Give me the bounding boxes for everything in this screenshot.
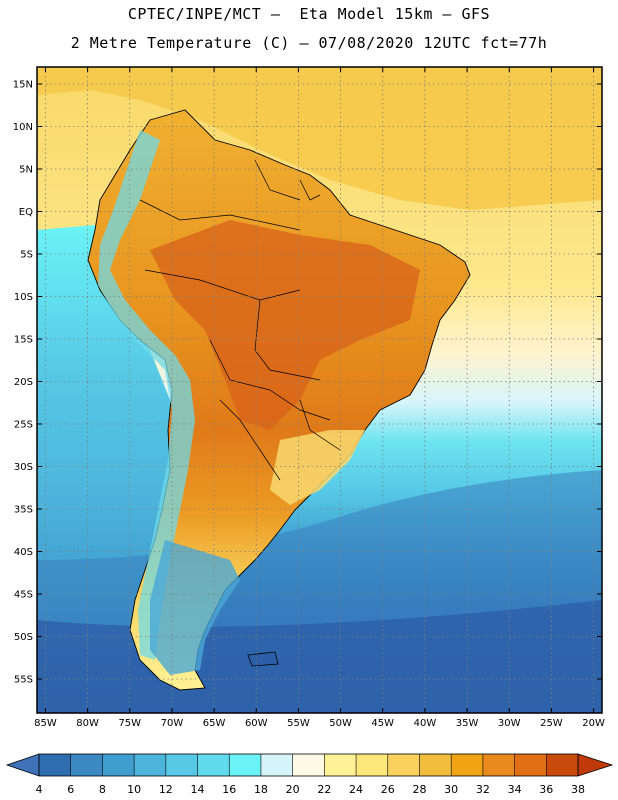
lon-tick-label: 70W	[161, 718, 184, 729]
lon-tick-label: 45W	[371, 718, 394, 729]
colorbar-swatch	[134, 754, 167, 776]
lat-tick-label: 45S	[14, 590, 33, 601]
colorbar-swatch	[292, 754, 325, 776]
axis-ticks	[37, 67, 602, 713]
map-field	[37, 67, 602, 713]
lat-tick-label: 35S	[14, 505, 33, 516]
lat-tick-label: 15N	[13, 80, 33, 91]
lon-tick-label: 35W	[456, 718, 479, 729]
colorbar-label: 10	[127, 783, 141, 796]
axis-labels: 15N 10N 5N EQ 5S 10S 15S 20S 25S 30S 35S 40S 45S 50S 5…	[13, 80, 605, 730]
colorbar-label: 18	[254, 783, 268, 796]
country-borders	[139, 159, 341, 481]
colorbar: 4 6 8 10 12 14 16 18 20 22 24 26 28 30 32 34 36 38	[5, 753, 614, 796]
colorbar-swatch	[102, 754, 135, 776]
lon-tick-label: 30W	[498, 718, 521, 729]
colorbar-label: 26	[381, 783, 395, 796]
map-frame	[36, 66, 603, 714]
chart-subtitle: 2 Metre Temperature (C) – 07/08/2020 12U…	[70, 34, 548, 52]
colorbar-label: 36	[539, 783, 553, 796]
colorbar-swatch	[482, 754, 515, 776]
lat-tick-label: 25S	[14, 420, 33, 431]
colorbar-label: 6	[67, 783, 74, 796]
colorbar-swatch	[229, 754, 262, 776]
colorbar-swatch	[39, 754, 72, 776]
lon-tick-label: 55W	[287, 718, 310, 729]
colorbar-label: 30	[444, 783, 458, 796]
colorbar-swatch	[546, 754, 579, 776]
colorbar-label: 14	[191, 783, 205, 796]
southern-brazil-mild	[270, 430, 365, 505]
caribbean-sea	[37, 67, 602, 210]
colorbar-swatch	[260, 754, 293, 776]
colorbar-swatch	[197, 754, 230, 776]
colorbar-label: 4	[36, 783, 43, 796]
colorbar-under-arrow	[5, 753, 40, 777]
lat-tick-label: 10S	[14, 292, 33, 303]
lat-tick-label: 40S	[14, 547, 33, 558]
colorbar-label: 38	[571, 783, 585, 796]
lat-tick-label: 50S	[14, 632, 33, 643]
lon-tick-label: 60W	[245, 718, 268, 729]
lon-tick-label: 25W	[540, 718, 563, 729]
colorbar-over-arrow	[577, 753, 614, 777]
lat-tick-label: 5S	[20, 250, 33, 261]
colorbar-swatch	[70, 754, 103, 776]
lat-tick-label: 30S	[14, 462, 33, 473]
colorbar-swatch	[356, 754, 389, 776]
colorbar-swatch	[387, 754, 420, 776]
falkland-islands	[247, 651, 279, 667]
lat-tick-label: EQ	[19, 207, 33, 218]
lat-tick-label: 55S	[14, 675, 33, 686]
colorbar-swatch	[451, 754, 484, 776]
lon-tick-label: 80W	[76, 718, 99, 729]
colorbar-label: 28	[412, 783, 426, 796]
colorbar-swatch	[165, 754, 198, 776]
amazon-hot-core	[150, 220, 420, 430]
colorbar-swatch	[514, 754, 547, 776]
colorbar-label: 24	[349, 783, 363, 796]
lat-tick-label: 20S	[14, 377, 33, 388]
colorbar-label: 20	[286, 783, 300, 796]
lon-tick-label: 75W	[118, 718, 141, 729]
lat-tick-label: 5N	[19, 165, 33, 176]
chart-title: CPTEC/INPE/MCT – Eta Model 15km – GFS	[127, 5, 491, 23]
patagonia-cold	[150, 540, 240, 675]
andes-cold-band	[98, 130, 195, 660]
colorbar-label: 32	[476, 783, 490, 796]
lon-tick-label: 65W	[203, 718, 226, 729]
colorbar-label: 8	[99, 783, 106, 796]
lat-tick-label: 10N	[13, 122, 33, 133]
lon-tick-label: 85W	[34, 718, 57, 729]
lat-tick-label: 15S	[14, 335, 33, 346]
colorbar-swatch	[324, 754, 357, 776]
lon-tick-label: 40W	[414, 718, 437, 729]
colorbar-swatch	[419, 754, 452, 776]
colorbar-label: 34	[508, 783, 522, 796]
colorbar-label: 22	[317, 783, 331, 796]
lon-tick-label: 20W	[582, 718, 605, 729]
colorbar-label: 12	[159, 783, 173, 796]
lon-tick-label: 50W	[329, 718, 352, 729]
colorbar-label: 16	[222, 783, 236, 796]
